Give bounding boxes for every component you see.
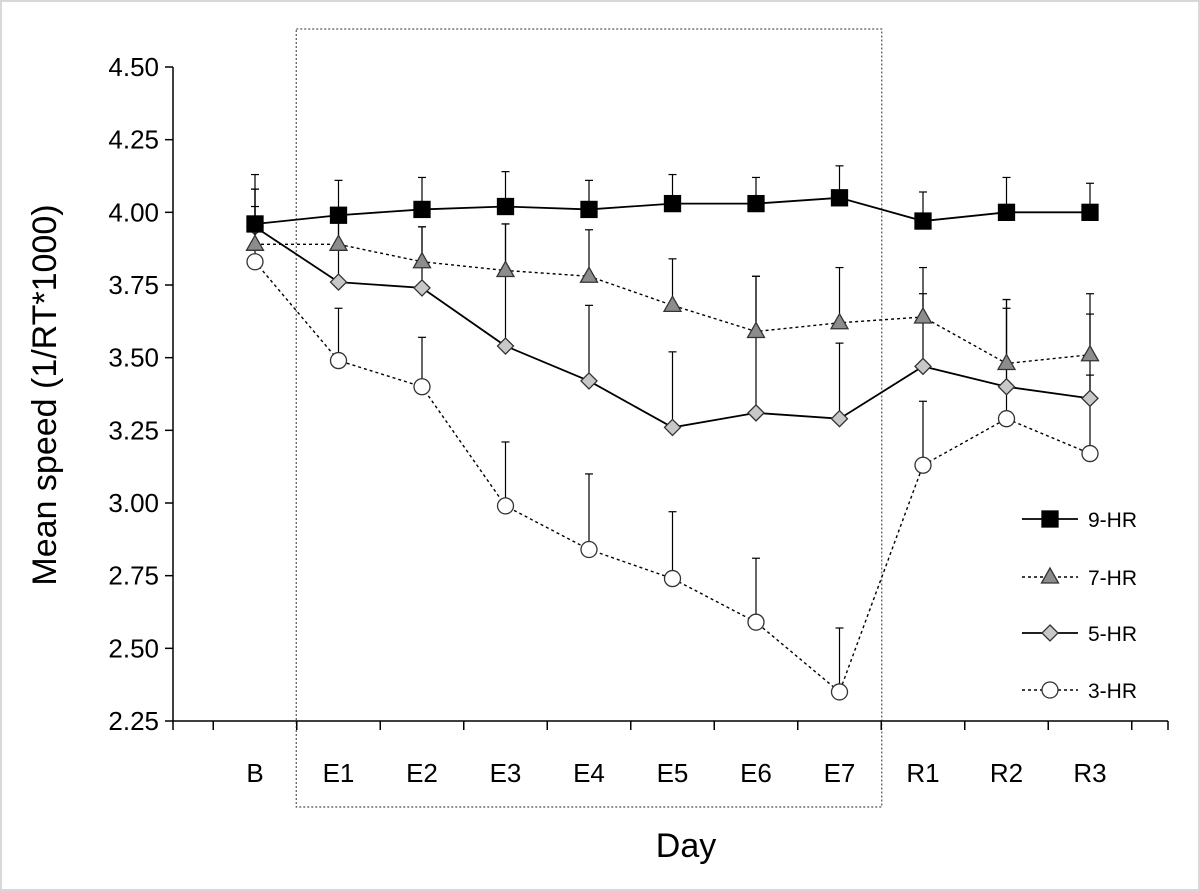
y-tick-label: 2.75 [108,561,159,591]
data-point [580,372,598,390]
data-point [997,203,1016,221]
data-point [997,377,1016,396]
y-tick-label: 3.00 [108,488,159,518]
data-point [830,683,849,701]
x-tick-label: R3 [1073,758,1106,788]
data-point [413,278,431,297]
legend-item-9-hr: 9-HR [1022,509,1137,532]
data-point [1081,203,1099,221]
data-point [996,353,1017,371]
data-point [914,212,932,230]
data-point [329,351,348,370]
series-7-hr [245,188,1100,371]
y-tick-label: 4.00 [108,197,159,227]
legend-marker [1041,510,1059,528]
y-axis-title: Mean speed (1/RT*1000) [26,204,64,585]
data-point [914,456,932,474]
legend-marker [1040,566,1060,584]
legend-label: 3-HR [1088,680,1137,703]
data-point [580,540,598,559]
x-tick-label: E2 [406,758,438,788]
y-tick-label: 3.50 [108,343,159,373]
data-point [580,200,598,219]
y-tick-label: 3.75 [108,270,159,300]
data-point [1081,444,1099,463]
series-9-hr [246,165,1099,233]
data-point [663,194,682,213]
y-tick-label: 4.25 [108,125,159,155]
series-5-hr [246,188,1099,437]
data-point [496,197,515,216]
data-point [329,273,348,292]
data-point [747,403,765,422]
data-point [913,306,933,324]
data-point [1080,344,1100,362]
data-point [997,410,1016,428]
y-tick-label: 4.50 [108,52,159,82]
x-tick-label: E7 [824,758,856,788]
x-tick-label: E5 [657,758,689,788]
legend-item-7-hr: 7-HR [1022,566,1137,590]
data-point [412,251,432,269]
legend-item-5-hr: 5-HR [1022,623,1137,646]
data-point [914,357,932,376]
legend-label: 5-HR [1088,623,1137,646]
x-tick-label: R1 [906,758,939,788]
data-point [496,497,515,515]
data-point [662,295,683,312]
data-point [496,337,515,355]
x-tick-label: B [246,758,263,788]
x-axis-title: Day [656,827,716,865]
data-point [246,215,264,233]
y-tick-label: 2.25 [108,706,159,736]
series-3-hr [246,205,1099,701]
data-point [329,206,348,224]
data-point [663,418,682,437]
legend-label: 7-HR [1088,567,1137,590]
highlight-region-box [295,28,883,808]
x-tick-label: E4 [573,758,605,788]
series-line [254,261,1091,694]
data-point [830,409,849,428]
data-point [747,613,765,631]
x-tick-label: E3 [490,758,522,788]
data-point [246,253,264,271]
x-tick-label: E6 [740,758,772,788]
data-point [830,189,849,207]
data-point [245,233,265,251]
x-tick-label: R2 [990,758,1023,788]
data-point [829,312,850,330]
series-line [255,243,1091,365]
data-point [746,321,766,339]
data-point [663,569,682,588]
legend-marker [1041,681,1059,699]
legend-label: 9-HR [1088,509,1137,532]
y-tick-label: 3.25 [108,415,159,445]
data-point [495,260,516,278]
data-point [747,194,765,213]
data-point [413,378,431,396]
x-tick-label: E1 [323,758,355,788]
data-point [413,200,431,219]
legend-item-3-hr: 3-HR [1022,680,1137,703]
data-point [1081,389,1099,408]
data-point [579,265,599,283]
data-point [328,233,349,251]
y-tick-label: 2.50 [108,633,159,663]
legend-marker [1041,624,1059,642]
